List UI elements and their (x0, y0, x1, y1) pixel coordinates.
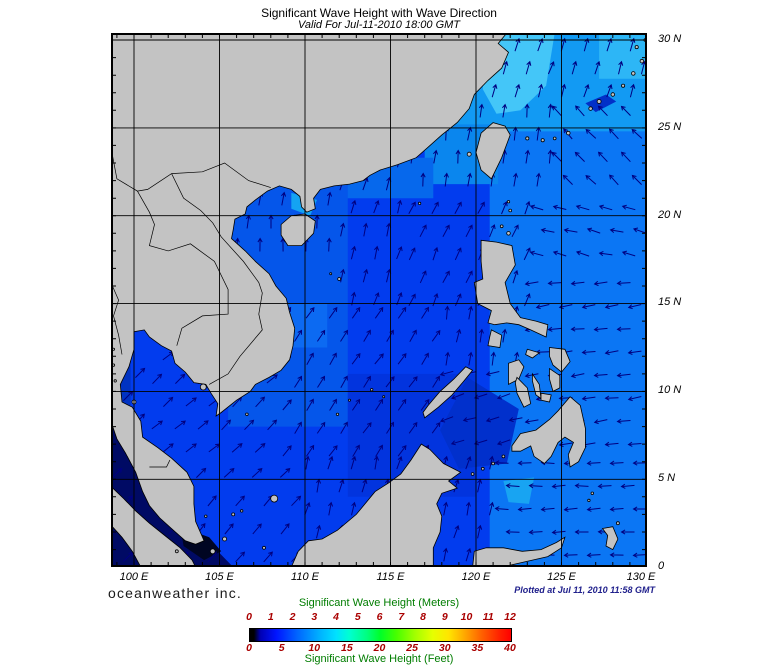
lat-axis-label: 5 N (658, 472, 676, 484)
lon-axis-label: 125 E (547, 571, 576, 583)
lon-axis-label: 110 E (291, 571, 319, 583)
map-frame (111, 33, 647, 567)
legend-meters-tick: 3 (311, 611, 318, 623)
lon-axis-label: 130 E (626, 571, 656, 583)
lat-axis-label: 30 N (658, 33, 682, 45)
legend-feet-tick: 5 (278, 642, 285, 654)
wave-map (111, 33, 647, 567)
lat-axis-label: 10 N (658, 384, 682, 396)
legend-feet-title: Significant Wave Height (Feet) (304, 653, 454, 665)
legend-meters-tick: 0 (246, 611, 252, 623)
legend-meters-tick: 10 (460, 611, 473, 623)
lon-axis-label: 120 E (461, 571, 491, 583)
lat-axis-label: 15 N (658, 296, 682, 308)
legend-meters-tick: 11 (482, 611, 494, 623)
page-subtitle: Valid For Jul-11-2010 18:00 GMT (297, 19, 461, 31)
legend-feet-tick: 15 (341, 642, 353, 654)
lon-axis-label: 100 E (119, 571, 149, 583)
legend-meters-tick: 9 (441, 611, 448, 623)
wave-height-colorbar (249, 628, 512, 642)
legend-meters-tick: 6 (376, 611, 383, 623)
legend-meters-tick: 4 (333, 611, 339, 623)
legend-feet-tick: 40 (504, 642, 516, 654)
legend-meters-tick: 12 (504, 611, 516, 623)
legend-feet-tick: 30 (438, 642, 451, 654)
legend-feet-tick: 10 (308, 642, 321, 654)
legend-meters-tick: 8 (420, 611, 426, 623)
page-title: Significant Wave Height with Wave Direct… (261, 6, 497, 20)
branding-text: oceanweather inc. (108, 585, 243, 601)
legend-meters-tick: 2 (289, 611, 296, 623)
plotted-at-label: Plotted at Jul 11, 2010 11:58 GMT (514, 585, 655, 595)
legend-meters-tick: 7 (398, 611, 405, 623)
legend-feet-tick: 0 (246, 642, 252, 654)
legend-meters-tick: 1 (267, 611, 274, 623)
legend-meters-title: Significant Wave Height (Meters) (298, 597, 460, 609)
lon-axis-label: 105 E (205, 571, 234, 583)
lat-axis-label: 0 (658, 560, 665, 572)
legend-feet-tick: 25 (406, 642, 418, 654)
lat-axis-label: 20 N (658, 209, 682, 221)
legend-feet-tick: 35 (471, 642, 484, 654)
lon-axis-label: 115 E (376, 571, 405, 583)
lat-axis-label: 25 N (658, 121, 682, 133)
legend-feet-tick: 20 (373, 642, 386, 654)
legend-meters-tick: 5 (354, 611, 361, 623)
